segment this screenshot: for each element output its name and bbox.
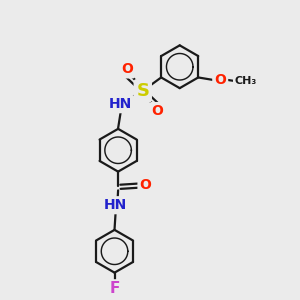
Text: HN: HN (104, 198, 128, 212)
Text: F: F (110, 281, 120, 296)
Text: S: S (136, 82, 149, 100)
Text: O: O (121, 62, 133, 76)
Text: O: O (152, 104, 164, 118)
Text: O: O (140, 178, 152, 192)
Text: HN: HN (109, 97, 132, 111)
Text: O: O (214, 73, 226, 86)
Text: CH₃: CH₃ (235, 76, 257, 86)
